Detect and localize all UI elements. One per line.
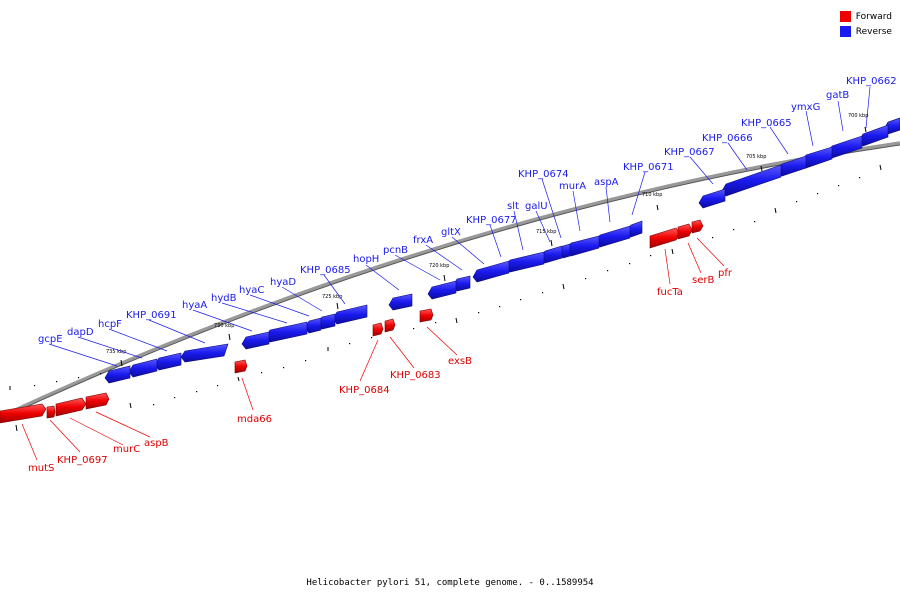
reverse-gene-features (104, 117, 900, 384)
gene-label-gcpE: gcpE (38, 334, 63, 345)
gene-arrow-KHP_0684[interactable] (372, 322, 384, 337)
gene-arrow-KHP_0677[interactable] (505, 251, 545, 273)
gene-arrow-fucTa[interactable] (649, 227, 681, 249)
gene-label-murA: murA (559, 181, 586, 192)
genome-backbone-shadow (0, 144, 900, 420)
gene-label-KHP_0685: KHP_0685 (300, 265, 351, 276)
gene-label-aspB: aspB (144, 438, 169, 449)
gene-label-hyaD: hyaD (270, 277, 296, 288)
gene-arrow-KHP_0691[interactable] (180, 343, 229, 363)
gene-label-KHP_0667: KHP_0667 (664, 147, 715, 158)
genome-backbone (0, 141, 900, 419)
gene-label-frxA: frxA (413, 235, 433, 246)
scale-label-700kbp: 700 kbp (848, 113, 868, 119)
reverse-swatch (839, 26, 851, 37)
scale-label-715kbp: 715 kbp (536, 229, 556, 235)
scale-label-705kbp: 705 kbp (746, 154, 766, 160)
scale-dots (34, 177, 861, 406)
gene-label-KHP_0684: KHP_0684 (339, 385, 390, 396)
gene-label-serB: serB (692, 275, 714, 286)
gene-label-mda66: mda66 (237, 414, 272, 425)
scale-major-ticks (120, 126, 867, 367)
gene-arrow-gatB[interactable] (858, 124, 889, 147)
scale-label-735kbp: 735 kbp (106, 349, 126, 355)
gene-label-KHP_0683: KHP_0683 (390, 370, 441, 381)
gene-arrow-KHP_0683[interactable] (384, 318, 396, 333)
gene-arrow-aspB[interactable] (85, 392, 110, 410)
gene-label-dapD: dapD (67, 327, 94, 338)
gene-label-fucTa: fucTa (657, 287, 683, 298)
gene-label-KHP_0691: KHP_0691 (126, 310, 177, 321)
gene-label-gltX: gltX (441, 227, 461, 238)
gene-arrow-mutS[interactable] (0, 403, 47, 424)
gene-arrow-gltX[interactable] (472, 260, 510, 283)
gene-label-hyaA: hyaA (182, 300, 207, 311)
gene-label-KHP_0666: KHP_0666 (702, 133, 753, 144)
scale-label-720kbp: 720 kbp (429, 263, 449, 269)
gene-label-hopH: hopH (353, 254, 379, 265)
gene-arrow-murC[interactable] (55, 397, 87, 417)
gene-label-gatB: gatB (826, 90, 849, 101)
gene-arrow-pcnB[interactable] (427, 280, 457, 300)
gene-arrow-exsB[interactable] (419, 308, 434, 323)
gene-label-KHP_0674: KHP_0674 (518, 169, 569, 180)
forward-label-leaders (21, 237, 725, 461)
gene-arrow-hydB[interactable] (265, 321, 308, 343)
gene-arrow-hyaC[interactable] (304, 317, 322, 334)
gene-arrow-mda66[interactable] (234, 359, 248, 374)
gene-label-aspA: aspA (594, 177, 619, 188)
gene-label-slt: slt (507, 201, 519, 212)
gene-label-KHP_0697: KHP_0697 (57, 455, 108, 466)
gene-arrow-KHP_0674[interactable] (566, 235, 600, 257)
gene-arrow-KHP_0697[interactable] (46, 405, 56, 419)
gene-label-hcpF: hcpF (98, 319, 122, 330)
gene-arrow-murA[interactable] (595, 225, 631, 248)
gene-label-mutS: mutS (28, 463, 54, 474)
forward-gene-features (0, 219, 704, 424)
gene-arrow-hyaA[interactable] (241, 331, 270, 350)
gene-label-galU: galU (525, 201, 548, 212)
gene-label-KHP_0671: KHP_0671 (623, 162, 674, 173)
gene-label-KHP_0677: KHP_0677 (466, 215, 517, 226)
gene-label-hyaC: hyaC (239, 285, 264, 296)
gene-arrow-dapD[interactable] (128, 358, 158, 378)
legend-item-reverse: Reverse (839, 24, 892, 39)
scale-minor-ticks (9, 164, 882, 432)
scale-label-730kbp: 730 kbp (214, 323, 234, 329)
scale-label-725kbp: 725 kbp (322, 294, 342, 300)
forward-swatch (839, 11, 851, 22)
gene-arrow-hopH[interactable] (388, 293, 413, 311)
gene-arrow-ymxG[interactable] (827, 135, 863, 159)
gene-label-ymxG: ymxG (791, 102, 820, 113)
scale-label-710kbp: 710 kbp (642, 192, 662, 198)
gene-arrow-KHP_0665[interactable] (801, 146, 833, 169)
reverse-label-leaders (48, 86, 871, 367)
gene-arrow-pfr[interactable] (691, 219, 704, 234)
gene-label-pfr: pfr (718, 268, 733, 279)
genome-caption: Helicobacter pylori 51, complete genome.… (306, 578, 594, 588)
legend-item-forward: Forward (839, 9, 892, 24)
gene-arrow-KHP_0671[interactable] (698, 188, 726, 209)
gene-label-pcnB: pcnB (383, 245, 408, 256)
strand-legend: Forward Reverse (839, 9, 892, 39)
gene-label-KHP_0665: KHP_0665 (741, 118, 792, 129)
gene-arrow-serB[interactable] (677, 223, 693, 240)
gene-label-murC: murC (113, 444, 140, 455)
gene-arrow-gcpE[interactable] (104, 365, 131, 384)
gene-label-hydB: hydB (211, 293, 237, 304)
gene-label-exsB: exsB (448, 356, 472, 367)
gene-label-KHP_0662: KHP_0662 (846, 76, 897, 87)
gene-arrow-hcpF[interactable] (154, 352, 182, 371)
legend-label-forward: Forward (855, 11, 892, 22)
legend-label-reverse: Reverse (855, 26, 892, 37)
